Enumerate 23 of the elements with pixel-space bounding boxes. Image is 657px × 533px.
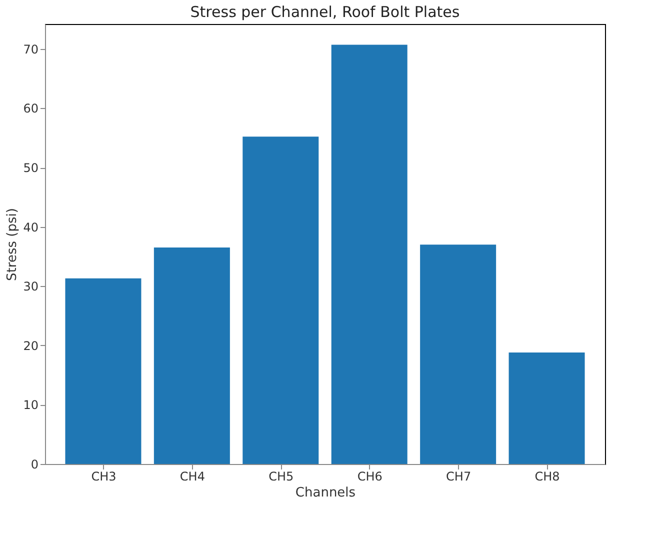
x-tick-label: CH6 bbox=[357, 470, 382, 484]
y-tick-label: 0 bbox=[30, 458, 38, 472]
bar bbox=[154, 248, 230, 464]
x-tick-label: CH3 bbox=[91, 470, 116, 484]
x-tick-label: CH5 bbox=[268, 470, 294, 484]
x-tick-label: CH7 bbox=[446, 470, 472, 484]
y-tick-label: 60 bbox=[23, 102, 38, 116]
y-tick-label: 40 bbox=[23, 220, 38, 234]
chart-title: Stress per Channel, Roof Bolt Plates bbox=[190, 3, 460, 21]
bar bbox=[508, 352, 585, 464]
bar bbox=[242, 136, 319, 464]
y-tick-label: 10 bbox=[23, 398, 38, 412]
x-tick-label: CH8 bbox=[534, 470, 560, 484]
y-tick-label: 20 bbox=[23, 338, 38, 353]
y-tick-label: 50 bbox=[23, 161, 38, 176]
y-axis-title: Stress (psi) bbox=[5, 208, 20, 281]
y-tick-label: 30 bbox=[23, 280, 38, 294]
bar bbox=[331, 44, 408, 464]
y-tick-label: 70 bbox=[23, 42, 38, 56]
x-axis-title: Channels bbox=[295, 486, 356, 500]
x-tick-label: CH4 bbox=[180, 470, 205, 484]
bar bbox=[65, 278, 142, 464]
bar bbox=[420, 244, 496, 464]
